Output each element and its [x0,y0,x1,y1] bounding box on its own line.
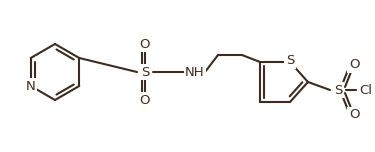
Text: N: N [26,79,36,93]
Text: O: O [349,59,359,71]
Text: Cl: Cl [360,83,372,97]
Text: O: O [140,93,150,107]
Text: O: O [140,38,150,50]
Text: NH: NH [185,66,205,78]
Text: O: O [349,109,359,121]
Text: S: S [334,83,342,97]
Text: S: S [286,55,294,67]
Text: S: S [141,66,149,78]
